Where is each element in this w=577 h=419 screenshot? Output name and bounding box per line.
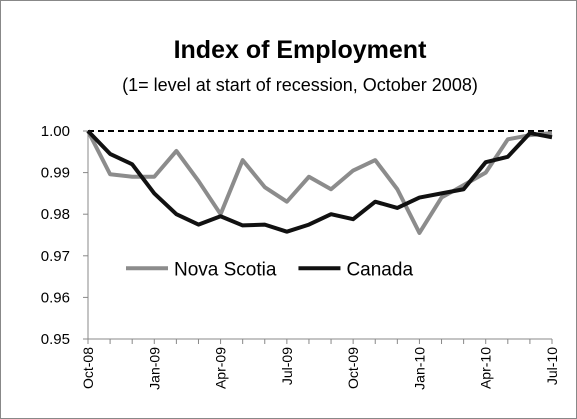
x-tick-label: Oct-09 (345, 347, 361, 389)
x-tick-label: Oct-08 (80, 347, 96, 389)
x-tick-label: Jul-09 (279, 347, 295, 385)
y-tick-label: 0.95 (41, 331, 70, 348)
y-tick-label: 1.00 (41, 123, 70, 140)
y-tick-label: 0.96 (41, 289, 70, 306)
x-tick-label: Jan-09 (146, 347, 162, 390)
x-tick-label: Jan-10 (411, 347, 427, 390)
x-tick-label: Apr-09 (213, 347, 229, 389)
legend-label: Canada (346, 259, 413, 280)
x-tick-label: Apr-10 (478, 347, 494, 389)
y-tick-label: 0.99 (41, 165, 70, 182)
x-tick-label: Jul-10 (544, 347, 560, 385)
chart-title: Index of Employment (174, 36, 427, 64)
line-series (86, 129, 553, 234)
chart-subtitle: (1= level at start of recession, October… (122, 75, 478, 95)
y-tick-label: 0.97 (41, 248, 70, 265)
legend-label: Nova Scotia (174, 259, 277, 280)
y-tick-label: 0.98 (41, 206, 70, 223)
